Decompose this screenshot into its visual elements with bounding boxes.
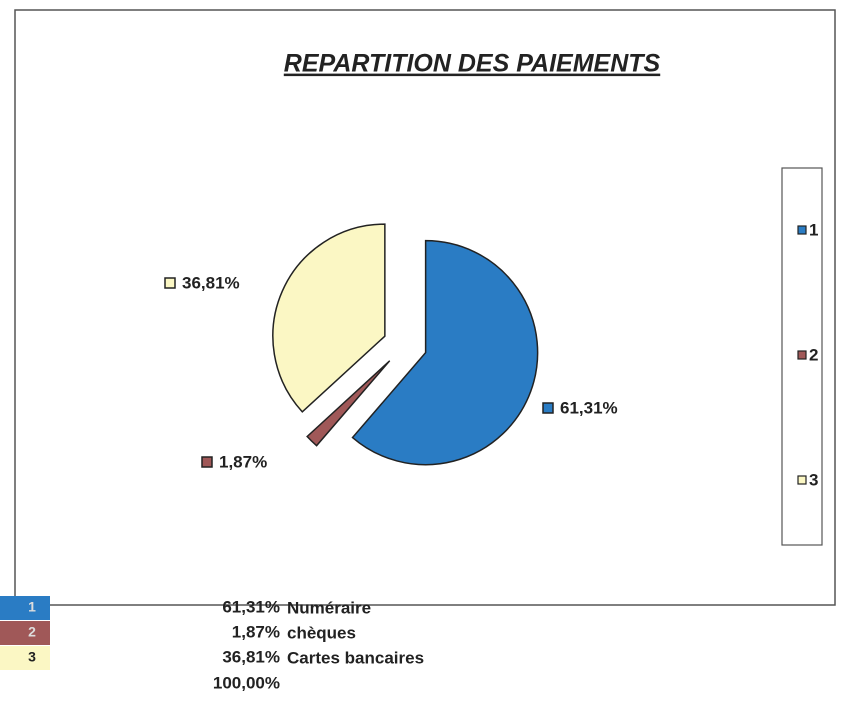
table-index: 2 — [28, 624, 36, 640]
legend-label: 3 — [809, 470, 818, 489]
chart-title: REPARTITION DES PAIEMENTS — [284, 50, 661, 78]
table-color-cell — [0, 596, 50, 620]
legend-marker — [797, 350, 807, 360]
pie-slice — [272, 223, 386, 413]
table-total: 100,00% — [213, 673, 280, 692]
table-index: 3 — [28, 649, 36, 665]
legend-marker — [797, 475, 807, 485]
table-index: 1 — [28, 599, 36, 615]
legend-label: 2 — [809, 345, 818, 364]
label-marker — [164, 277, 176, 289]
label-marker — [542, 402, 554, 414]
table-percent: 36,81% — [222, 647, 280, 666]
table-name: Numéraire — [287, 598, 371, 617]
table-percent: 1,87% — [232, 622, 280, 641]
pie-slice — [306, 360, 391, 447]
table-color-cell — [0, 646, 50, 670]
table-color-cell — [0, 621, 50, 645]
legend-marker — [797, 225, 807, 235]
table-name: chèques — [287, 623, 356, 642]
table-name: Cartes bancaires — [287, 648, 424, 667]
pie-slice — [351, 239, 539, 466]
label-marker — [201, 456, 213, 468]
data-label: 61,31% — [560, 398, 618, 417]
data-label: 36,81% — [182, 273, 240, 292]
legend-label: 1 — [809, 220, 818, 239]
data-label: 1,87% — [219, 452, 267, 471]
table-percent: 61,31% — [222, 597, 280, 616]
